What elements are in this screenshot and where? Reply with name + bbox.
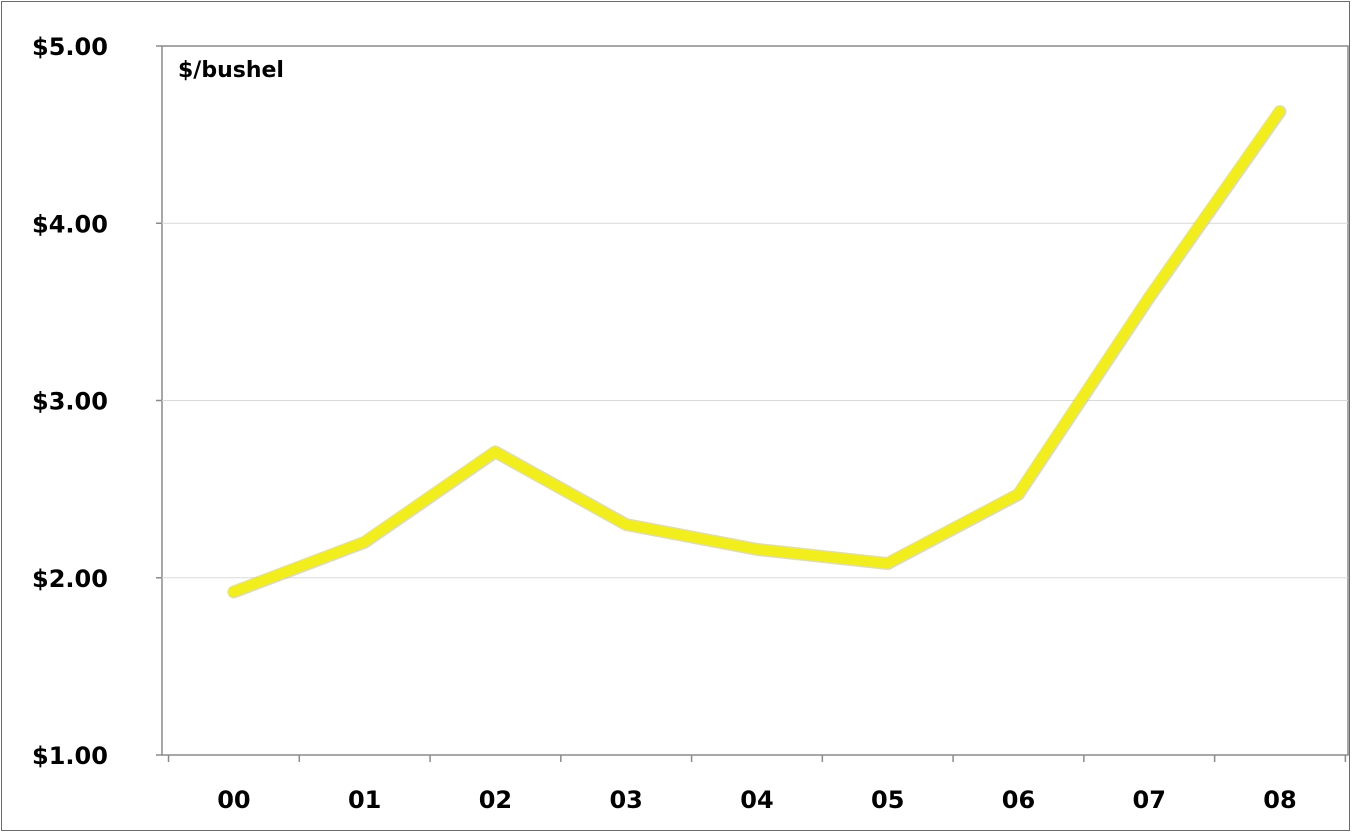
data-point [883,559,892,568]
y-tick-label: $1.00 [32,742,108,770]
x-tick-label: 03 [609,786,642,814]
x-tick-label: 02 [479,786,512,814]
gridlines [162,222,1348,579]
data-point [1276,107,1285,116]
data-point [491,447,500,456]
x-tick-label: 00 [217,786,250,814]
series-layer [227,105,1287,599]
data-point [229,587,238,596]
data-point [622,520,631,529]
y-tick-label: $4.00 [32,210,108,238]
x-tick-label: 08 [1263,786,1296,814]
x-tick-label: 07 [1133,786,1166,814]
y-tick-label: $5.00 [32,33,108,61]
x-tick-label: 06 [1002,786,1035,814]
y-tick-label: $3.00 [32,388,108,416]
data-point [1145,293,1154,302]
y-tick-label: $2.00 [32,565,108,593]
data-point [1014,490,1023,499]
data-point [752,545,761,554]
y-axis: $1.00 $2.00 $3.00 $4.00 $5.00 [32,33,162,770]
x-axis: 00 01 02 03 04 05 06 07 08 [167,755,1347,814]
x-tick-label: 04 [740,786,773,814]
x-tick-label: 05 [871,786,904,814]
y-axis-unit-label: $/bushel [178,58,284,83]
data-point [360,538,369,547]
x-tick-label: 01 [348,786,381,814]
